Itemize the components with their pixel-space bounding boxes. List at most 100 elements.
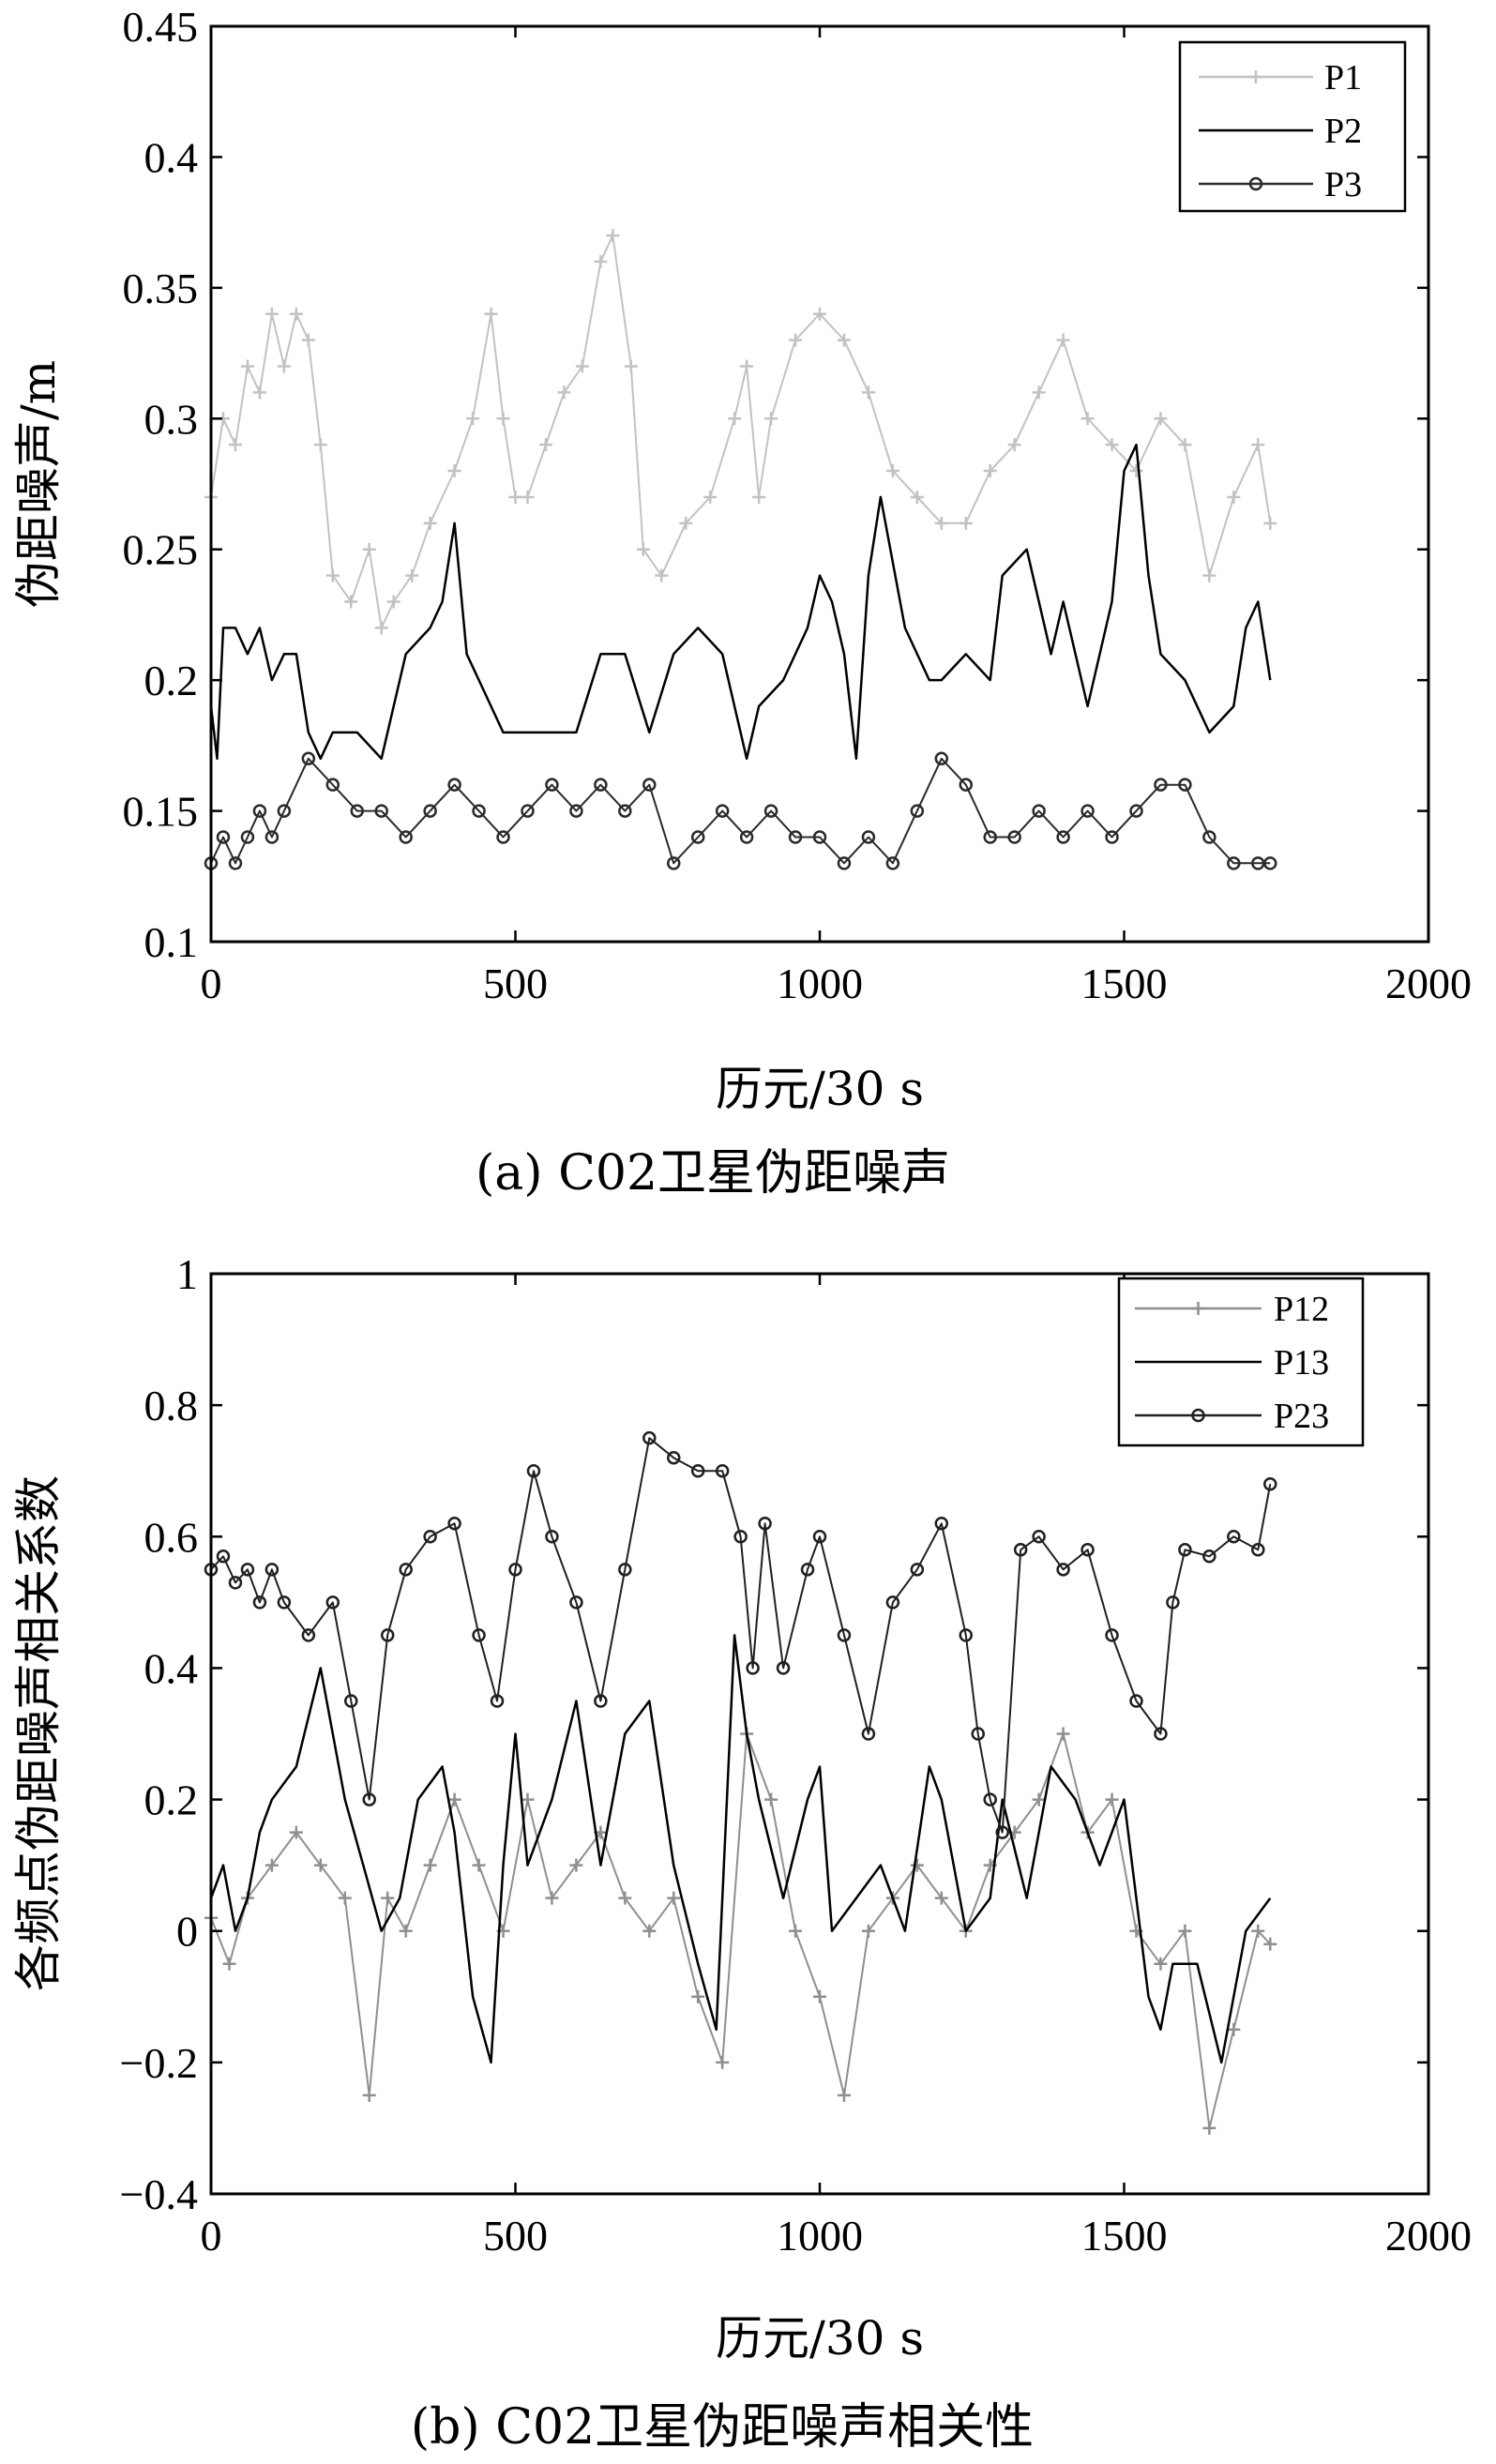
data-point-p23 <box>1251 1543 1265 1557</box>
data-point-p3 <box>666 856 681 870</box>
data-point-p1 <box>325 568 340 582</box>
data-point-p12 <box>1251 1924 1265 1938</box>
data-point-p1 <box>728 412 742 426</box>
data-point-p23 <box>995 1825 1009 1839</box>
legend-label: P23 <box>1274 1397 1329 1436</box>
data-point-p3 <box>1263 856 1277 870</box>
legend-label: P1 <box>1324 58 1362 98</box>
series-layer-b <box>204 1430 1277 2135</box>
data-point-p1 <box>277 359 291 373</box>
data-point-p1 <box>240 359 254 373</box>
data-point-p23 <box>545 1530 559 1544</box>
data-point-p3 <box>240 830 255 844</box>
caption-b: (b) C02卫星伪距噪声相关性 <box>411 2399 1034 2456</box>
series-line-p23 <box>210 1437 1272 1834</box>
data-point-p3 <box>496 830 510 844</box>
data-point-p23 <box>618 1563 632 1577</box>
data-point-p3 <box>959 778 974 792</box>
data-point-p12 <box>934 1891 948 1905</box>
legend-marker <box>1249 70 1262 83</box>
data-point-p12 <box>381 1891 395 1905</box>
data-point-p12 <box>618 1891 632 1905</box>
data-point-p23 <box>277 1595 292 1610</box>
data-point-p12 <box>338 1891 352 1905</box>
y-tick-label: 0.8 <box>144 1382 199 1429</box>
data-point-p12 <box>472 1858 486 1872</box>
data-point-p23 <box>423 1530 437 1544</box>
data-point-p23 <box>1032 1530 1046 1544</box>
data-point-p12 <box>423 1858 437 1872</box>
data-point-p1 <box>1251 438 1265 452</box>
data-point-p1 <box>679 516 693 530</box>
data-point-p3 <box>618 804 632 818</box>
data-point-p1 <box>813 307 826 321</box>
data-point-p3 <box>301 751 316 766</box>
data-point-p3 <box>325 778 340 792</box>
data-point-p23 <box>508 1563 522 1577</box>
data-point-p1 <box>313 438 327 452</box>
data-point-p1 <box>252 385 266 400</box>
ticks-b: 0 500 1000 1500 2000 −0.4 −0.2 0 0.2 0.4 0.6 0.8 1 <box>120 1250 1472 2260</box>
data-point-p3 <box>690 830 705 844</box>
data-point-p1 <box>885 464 899 478</box>
data-point-p3 <box>521 804 535 818</box>
y-tick-label: 0.2 <box>144 1776 199 1824</box>
data-point-p23 <box>252 1595 267 1610</box>
data-point-p3 <box>264 830 280 844</box>
data-point-p12 <box>264 1858 279 1872</box>
ticks-a: 0 500 1000 1500 2000 0.1 0.15 0.2 0.25 0.3 0.35 0.4… <box>123 3 1473 1007</box>
y-tick-label: −0.4 <box>120 2170 198 2218</box>
data-point-p23 <box>642 1430 657 1445</box>
data-point-p1 <box>655 568 669 582</box>
y-tick-label: 0.35 <box>123 265 199 312</box>
legend-b: P12 P13 P23 <box>1117 1277 1365 1447</box>
data-point-p23 <box>812 1530 827 1544</box>
data-point-p1 <box>405 568 419 582</box>
y-tick-label: 0.25 <box>123 526 199 574</box>
data-point-p3 <box>1032 804 1046 818</box>
legend-item-p12: P12 <box>1135 1290 1329 1329</box>
data-point-p3 <box>545 778 559 792</box>
data-point-p1 <box>557 385 571 400</box>
data-point-p3 <box>910 804 925 818</box>
data-point-p23 <box>301 1628 316 1642</box>
data-point-p23 <box>569 1595 583 1610</box>
data-point-p3 <box>216 830 231 844</box>
data-point-p1 <box>484 307 498 321</box>
data-point-p3 <box>715 804 730 818</box>
data-point-p23 <box>216 1549 231 1564</box>
data-point-p3 <box>472 804 486 818</box>
legend-marker <box>1248 176 1263 191</box>
y-tick-label: 0.45 <box>123 3 199 51</box>
data-point-p23 <box>526 1463 541 1478</box>
data-point-p23 <box>837 1628 852 1642</box>
data-point-p1 <box>264 307 279 321</box>
data-point-p23 <box>861 1727 876 1741</box>
data-point-p3 <box>861 830 876 844</box>
series-line-p12 <box>210 1732 1272 2129</box>
y-tick-label: −0.2 <box>120 2039 198 2087</box>
data-point-p23 <box>983 1792 997 1806</box>
data-point-p23 <box>690 1463 705 1478</box>
data-point-p12 <box>861 1924 875 1938</box>
x-tick-label: 2000 <box>1385 2212 1472 2260</box>
x-axis-label-b: 历元/30 s <box>716 2311 924 2366</box>
data-point-p3 <box>1202 830 1216 844</box>
data-point-p3 <box>934 751 949 766</box>
data-point-p23 <box>733 1530 748 1544</box>
data-point-p3 <box>447 778 461 792</box>
x-axis-label-a: 历元/30 s <box>716 1062 924 1116</box>
data-point-p23 <box>746 1661 760 1675</box>
data-point-p23 <box>715 1463 730 1478</box>
data-point-p1 <box>521 490 535 504</box>
data-point-p1 <box>624 359 638 373</box>
data-point-p1 <box>983 464 997 478</box>
x-tick-label: 1000 <box>777 960 863 1007</box>
data-point-p23 <box>362 1792 376 1806</box>
data-point-p1 <box>301 333 315 347</box>
data-point-p1 <box>575 359 589 373</box>
data-point-p23 <box>1129 1694 1143 1708</box>
data-point-p1 <box>861 385 875 400</box>
data-point-p1 <box>1129 464 1143 478</box>
data-point-p12 <box>569 1858 583 1872</box>
